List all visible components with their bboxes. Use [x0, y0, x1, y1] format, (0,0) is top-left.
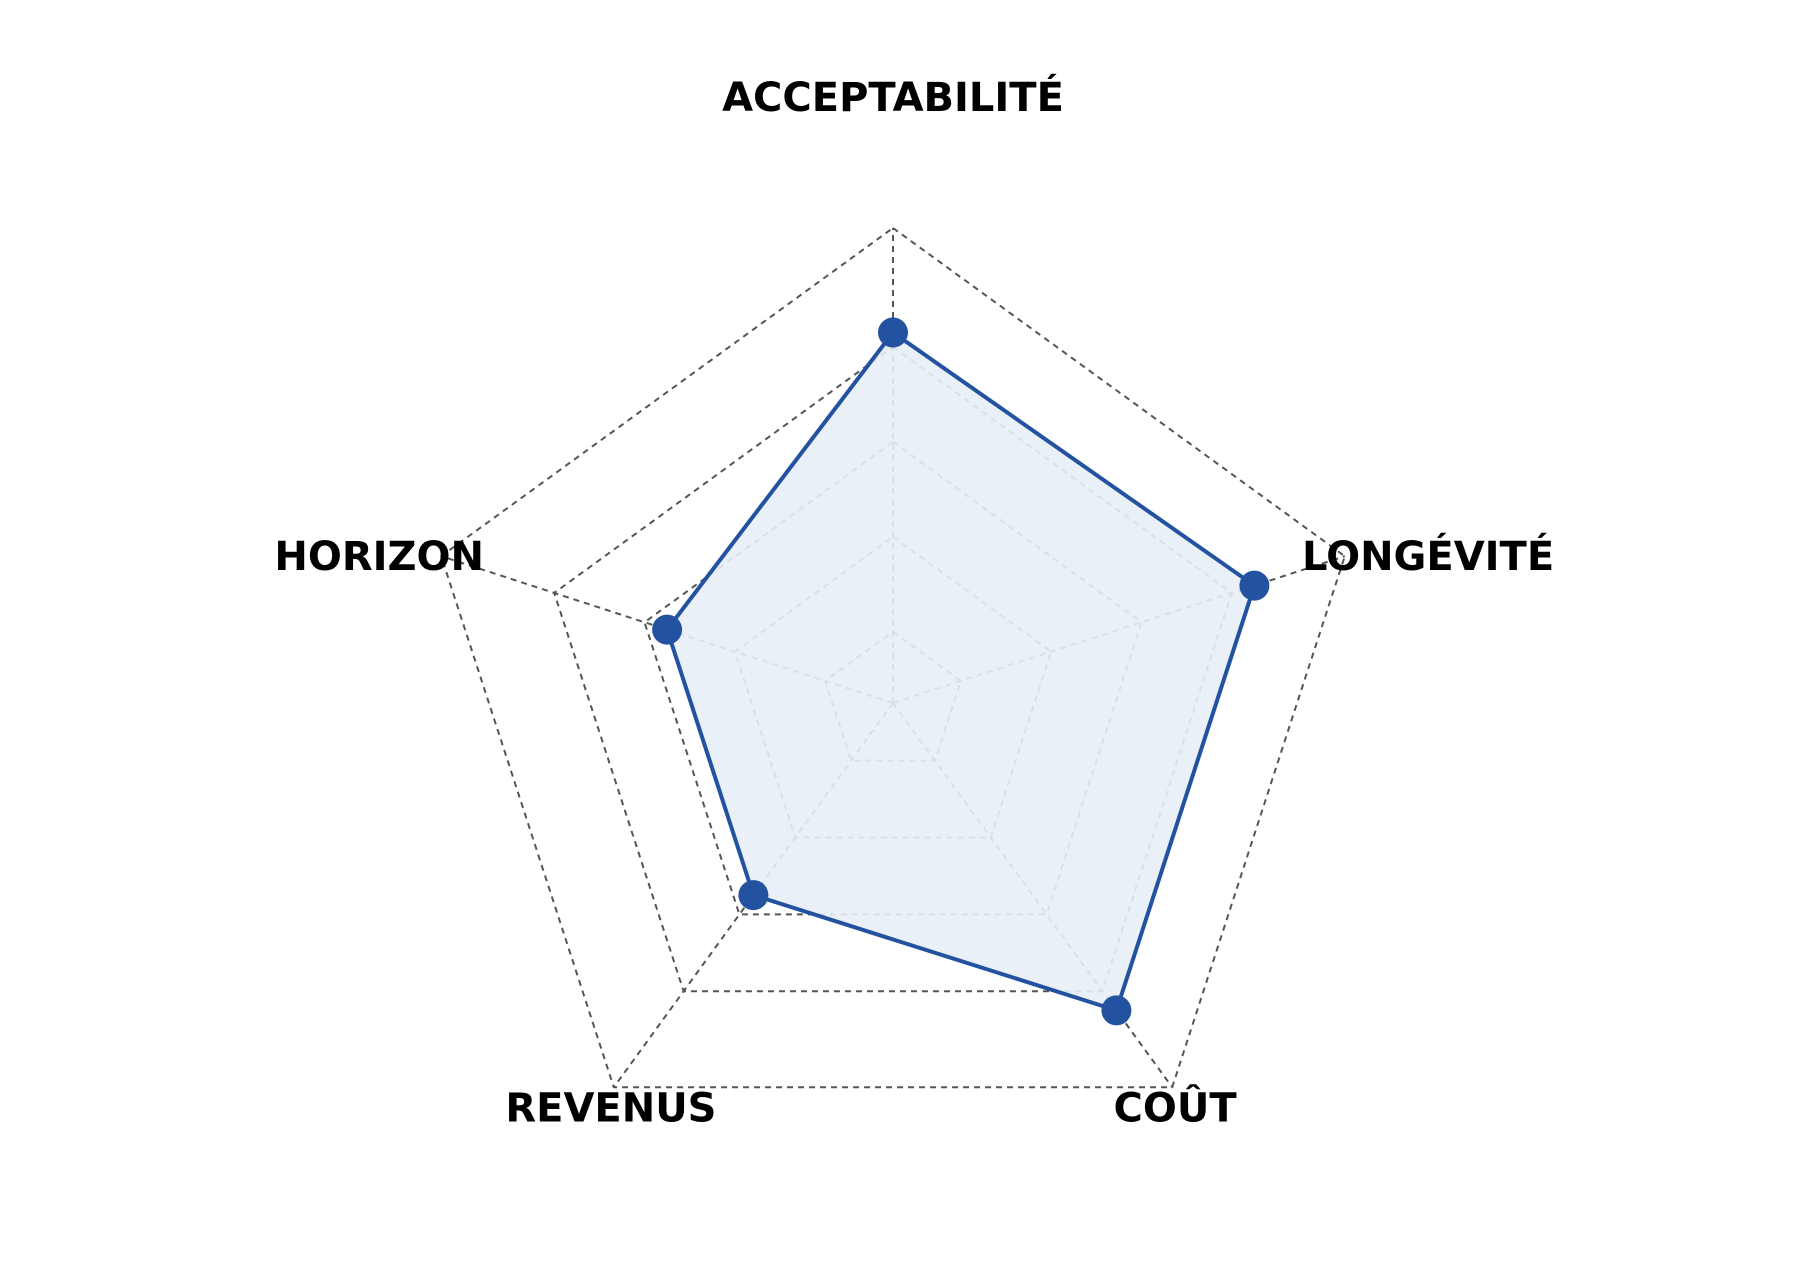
data-point-2 [1239, 570, 1270, 601]
marker-layer [652, 317, 1270, 1026]
grid-ring-5 [440, 226, 1346, 1089]
axis-label-4: REVENUS [505, 1085, 716, 1131]
data-point-3 [1101, 995, 1132, 1026]
series-area-1 [665, 330, 1257, 1013]
data-point-4 [738, 880, 769, 911]
data-point-5 [652, 614, 683, 645]
axis-label-3: COÛT [1114, 1083, 1238, 1131]
label-layer: ACCEPTABILITÉ LONGÉVITÉ COÛT REVENUS HORIZON [274, 73, 1554, 1131]
grid-ring-4 [553, 345, 1233, 993]
series-layer [665, 330, 1257, 1013]
axis-label-1: ACCEPTABILITÉ [722, 73, 1064, 121]
axis-label-2: LONGÉVITÉ [1302, 532, 1554, 580]
axis-label-5: HORIZON [274, 534, 484, 580]
data-point-1 [878, 317, 908, 348]
